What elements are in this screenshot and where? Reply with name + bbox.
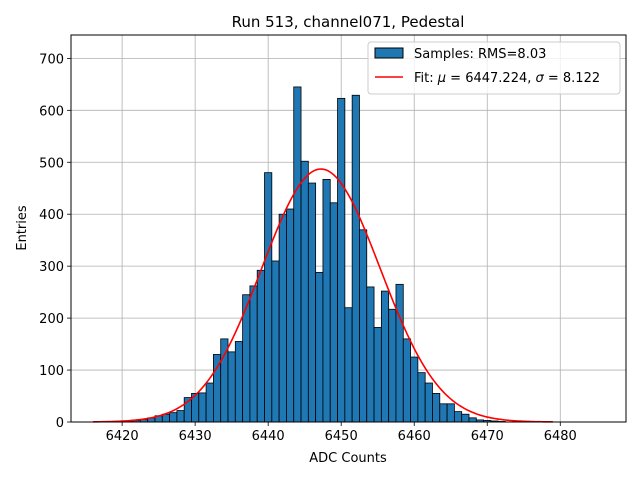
chart-title: Run 513, channel071, Pedestal [232, 13, 465, 31]
histogram-bar [293, 86, 302, 423]
histogram-bar [322, 179, 331, 423]
y-tick-label: 600 [39, 104, 64, 119]
y-tick-label: 400 [39, 208, 64, 223]
plot-frame [70, 34, 627, 423]
x-tick-label: 6440 [252, 429, 285, 444]
x-tick-label: 6420 [106, 429, 139, 444]
histogram-bar [380, 290, 390, 423]
histogram-bar [388, 308, 397, 423]
x-tick-label: 6430 [179, 429, 212, 444]
histogram-bar [417, 372, 426, 423]
histogram-bar [410, 356, 419, 423]
fit-curve [92, 168, 553, 423]
histogram-bar [359, 229, 368, 423]
histogram-bar [300, 160, 309, 423]
histogram-bar [424, 382, 433, 423]
legend-fit-label: Fit: μ = 6447.224, σ = 8.122 [414, 71, 600, 86]
legend: Samples: RMS=8.03 Fit: μ = 6447.224, σ =… [367, 41, 621, 95]
y-tick-label: 300 [39, 260, 64, 275]
y-tick-label: 100 [39, 364, 64, 379]
histogram-bar [205, 382, 214, 423]
histogram-bar [307, 182, 317, 423]
fit-curve-group [92, 168, 553, 423]
y-tick-label: 700 [39, 52, 64, 67]
histogram-bar [315, 271, 324, 423]
histogram-bar [453, 411, 463, 423]
histogram-bar [395, 283, 404, 423]
x-tick-label: 6480 [544, 429, 577, 444]
histogram-bar [468, 417, 477, 423]
legend-box [367, 41, 621, 95]
x-tick-label: 6450 [325, 429, 358, 444]
histogram-bar [176, 410, 185, 423]
x-axis-ticks: 6420 6430 6440 6450 6460 6470 6480 [106, 422, 577, 444]
legend-fit-prefix: Fit: [414, 71, 438, 86]
legend-fit-mu-symbol: μ [437, 71, 446, 86]
legend-fit-sigma-value: = 8.122 [544, 71, 600, 86]
histogram-bar [461, 413, 470, 423]
y-axis-ticks: 0 100 200 300 400 500 600 700 [39, 52, 71, 431]
histogram-bar [366, 286, 375, 423]
x-axis-label: ADC Counts [309, 451, 387, 466]
x-tick-label: 6470 [471, 429, 504, 444]
histogram-bar [286, 208, 295, 423]
legend-fit-mu-value: = 6447.224, [446, 71, 535, 86]
y-tick-label: 500 [39, 156, 64, 171]
histogram-bar [373, 327, 382, 423]
histogram-bar [329, 202, 338, 423]
histogram-bar [439, 403, 448, 423]
histogram-bar [432, 393, 441, 423]
histogram-bar [271, 260, 280, 423]
y-tick-label: 200 [39, 312, 64, 327]
x-tick-label: 6460 [398, 429, 431, 444]
histogram-bar [264, 172, 273, 423]
histogram-bar [446, 403, 455, 423]
histogram-bar [278, 213, 287, 423]
histogram-bar [234, 341, 244, 423]
histogram-bar [198, 392, 207, 423]
y-tick-label: 0 [56, 416, 64, 431]
histogram-bar [337, 97, 346, 423]
legend-fit-sigma-symbol: σ [536, 71, 545, 86]
histogram-bar [351, 94, 360, 423]
legend-histogram-swatch [374, 47, 404, 59]
histogram-bar [249, 285, 258, 423]
histogram-bar [256, 269, 265, 423]
histogram-bar [344, 307, 353, 423]
y-axis-label: Entries [15, 205, 30, 251]
legend-histogram-label: Samples: RMS=8.03 [414, 47, 546, 62]
histogram-bar [402, 338, 411, 423]
histogram-bar [227, 351, 236, 423]
histogram-bar [169, 412, 178, 423]
